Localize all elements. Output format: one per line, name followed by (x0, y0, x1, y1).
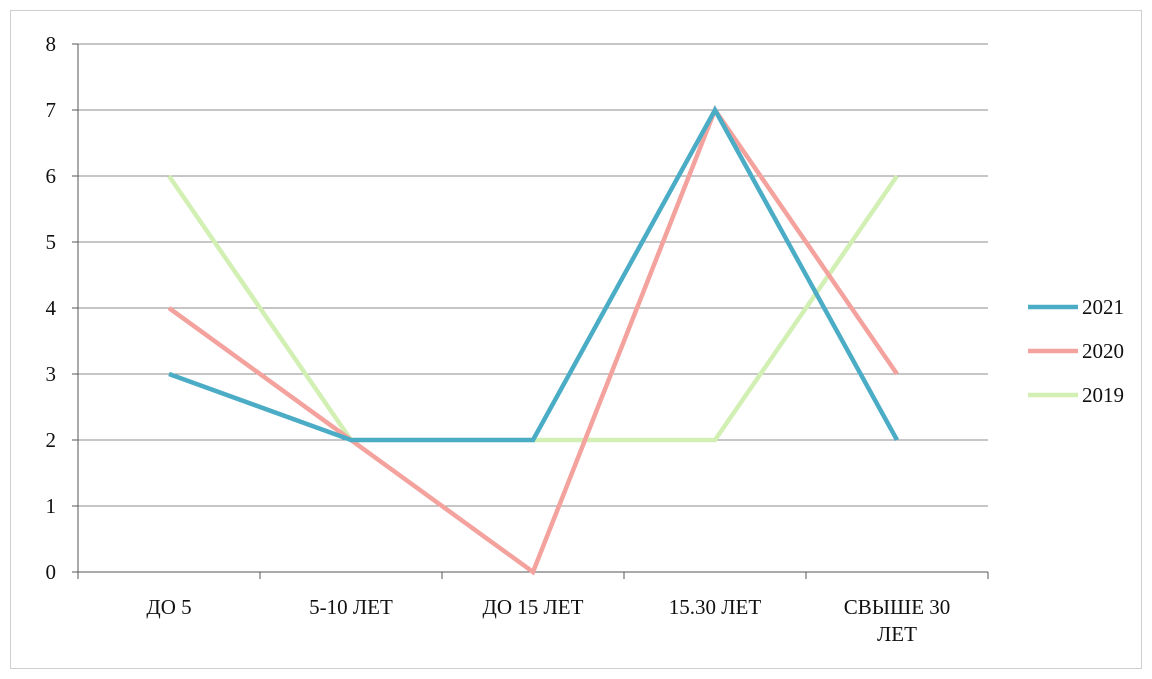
legend-label-2019: 2019 (1082, 383, 1124, 407)
y-tick-label: 4 (46, 296, 57, 320)
y-tick-label: 6 (46, 164, 57, 188)
x-tick-label: СВЫШЕ 30 ЛЕТ (844, 595, 951, 646)
axes-layer: 0 1 2 3 4 5 6 7 8 ДО 5 5-10 ЛЕТ ДО 15 ЛЕТ 15.30 ЛЕТ С… (46, 32, 989, 646)
legend-label-2021: 2021 (1082, 295, 1124, 319)
x-tick-label: ДО 5 (146, 595, 191, 619)
x-tick-label: 15.30 ЛЕТ (669, 595, 762, 619)
series-layer (167, 105, 899, 576)
legend-label-2020: 2020 (1082, 339, 1124, 363)
y-tick-label: 7 (46, 98, 57, 122)
series-line-2020 (167, 105, 899, 576)
series-line-2021 (168, 105, 899, 443)
y-tick-label: 5 (46, 230, 57, 254)
x-tick-label: ДО 15 ЛЕТ (483, 595, 584, 619)
y-tick-label: 8 (46, 32, 57, 56)
chart-frame (10, 10, 1142, 669)
y-tick-label: 3 (46, 362, 57, 386)
grid-layer (78, 43, 988, 507)
x-tick-label: 5-10 ЛЕТ (309, 595, 393, 619)
y-tick-label: 2 (46, 428, 57, 452)
legend: 2021 2020 2019 (1028, 295, 1124, 407)
y-tick-label: 1 (46, 494, 57, 518)
y-tick-label: 0 (46, 560, 57, 584)
